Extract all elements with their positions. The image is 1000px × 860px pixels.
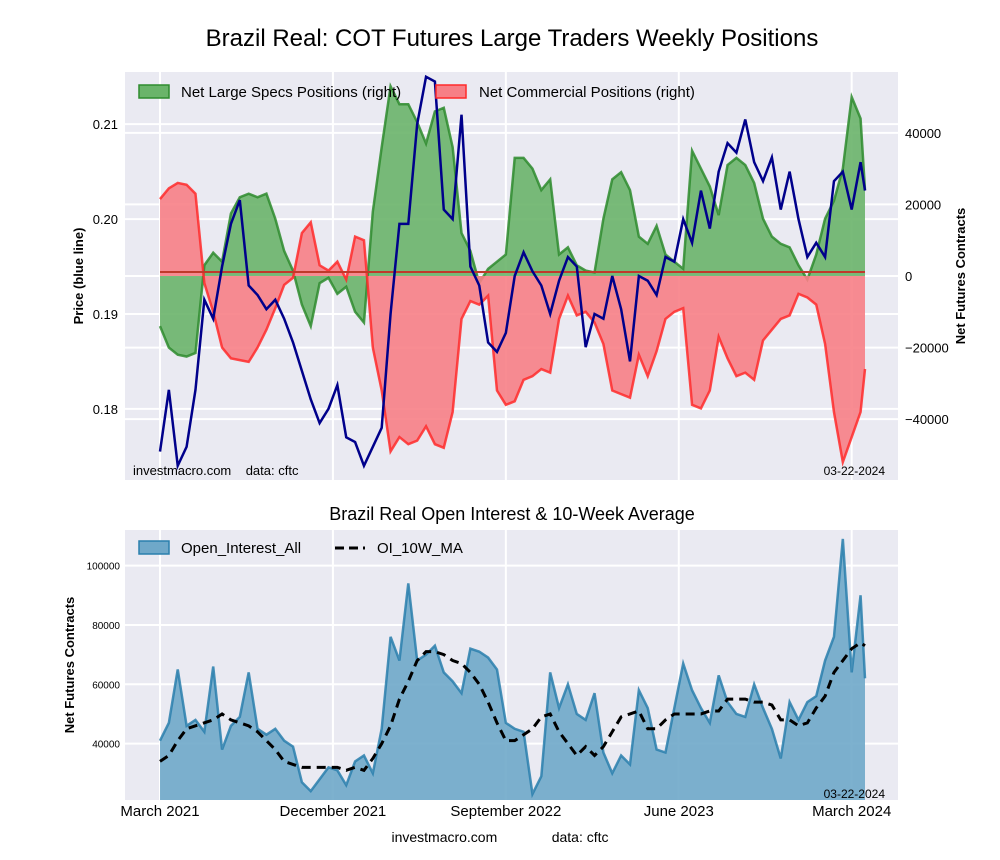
commercial-fill xyxy=(160,182,865,463)
oi-chart-title: Brazil Real Open Interest & 10-Week Aver… xyxy=(329,504,695,524)
contracts-tick-label: −40000 xyxy=(905,412,949,427)
open-interest-fill xyxy=(160,538,865,800)
bottom-legend: Open_Interest_All OI_10W_MA xyxy=(138,540,463,557)
price-axis-ticks: 0.18 0.19 0.20 0.21 xyxy=(93,117,118,417)
main-title: Brazil Real: COT Futures Large Traders W… xyxy=(206,25,819,52)
contracts-axis-label: Net Futures Contracts xyxy=(953,208,968,345)
price-axis-label: Price (blue line) xyxy=(71,228,86,325)
legend-label-ma: OI_10W_MA xyxy=(377,540,463,557)
oi-axis-label: Net Futures Contracts xyxy=(62,597,77,734)
date-axis-ticks: March 2021 December 2021 September 2022 Jun… xyxy=(120,803,891,820)
legend-swatch-commercial xyxy=(435,84,467,99)
legend-swatch-oi xyxy=(138,540,170,555)
open-interest-area-series xyxy=(158,538,867,800)
specs-fill xyxy=(160,86,865,357)
price-tick-label: 0.18 xyxy=(93,402,118,417)
oi-tick-label: 80000 xyxy=(92,621,120,632)
contracts-tick-label: −20000 xyxy=(905,341,949,356)
top-legend: Net Large Specs Positions (right) Net Co… xyxy=(138,84,695,101)
date-tick-label: June 2023 xyxy=(644,803,714,820)
legend-swatch-specs xyxy=(138,84,170,99)
date-tick-label: September 2022 xyxy=(450,803,561,820)
date-tick-label: March 2024 xyxy=(812,803,891,820)
oi-axis-ticks: 40000 60000 80000 100000 xyxy=(87,562,121,751)
commercial-area-series xyxy=(159,181,867,467)
contracts-tick-label: 0 xyxy=(905,269,912,284)
price-tick-label: 0.19 xyxy=(93,307,118,322)
top-footer-date: 03-22-2024 xyxy=(824,464,886,478)
oi-tick-label: 40000 xyxy=(92,740,120,751)
contracts-axis-ticks: −40000 −20000 0 20000 40000 xyxy=(905,126,949,427)
oi-tick-label: 100000 xyxy=(87,562,121,573)
bottom-footer-date: 03-22-2024 xyxy=(824,787,886,801)
specs-area-series xyxy=(158,82,867,358)
specs-line xyxy=(158,82,867,358)
contracts-tick-label: 40000 xyxy=(905,126,941,141)
date-tick-label: March 2021 xyxy=(120,803,199,820)
contracts-tick-label: 20000 xyxy=(905,197,941,212)
date-tick-label: December 2021 xyxy=(280,803,387,820)
price-tick-label: 0.21 xyxy=(93,117,118,132)
top-footer-source: investmacro.com data: cftc xyxy=(133,463,299,478)
oi-moving-average-series xyxy=(159,640,866,773)
commercial-line xyxy=(159,181,867,467)
open-interest-line xyxy=(158,538,867,799)
price-line-series xyxy=(158,74,867,471)
legend-label-specs: Net Large Specs Positions (right) xyxy=(181,84,401,101)
oi-tick-label: 60000 xyxy=(92,680,120,691)
price-tick-label: 0.20 xyxy=(93,212,118,227)
legend-label-oi: Open_Interest_All xyxy=(181,540,301,557)
legend-label-commercial: Net Commercial Positions (right) xyxy=(479,84,695,101)
bottom-footer-source: investmacro.com data: cftc xyxy=(391,829,608,845)
